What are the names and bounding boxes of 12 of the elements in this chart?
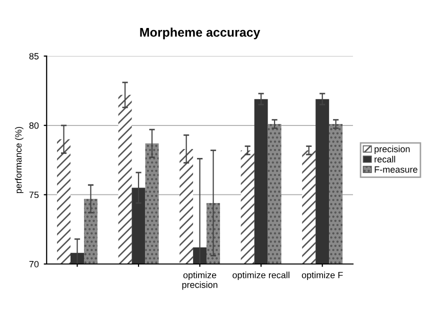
legend-label: F-measure: [374, 166, 418, 173]
y-tick-label: 70: [29, 260, 39, 268]
legend-label: precision: [374, 146, 410, 154]
y-tick-label: 80: [29, 122, 39, 129]
legend-label: recall: [374, 156, 396, 162]
x-tick-label: optimize recall: [232, 272, 290, 280]
y-tick-label: 85: [29, 53, 39, 60]
x-tick-label: optimize F: [302, 272, 343, 280]
chart-title: Morpheme accuracy: [140, 28, 260, 40]
y-tick-label: 75: [29, 192, 39, 198]
y-axis-title: performance (%): [14, 126, 24, 194]
x-tick-label: optimize precision: [182, 272, 218, 290]
